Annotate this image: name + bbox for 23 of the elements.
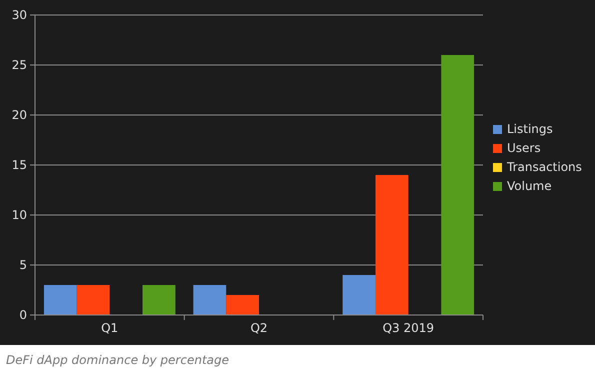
bar xyxy=(441,55,474,315)
x-tick-label: Q3 2019 xyxy=(382,321,434,335)
y-tick-label: 20 xyxy=(12,108,27,122)
y-tick-label: 30 xyxy=(12,8,27,22)
legend-label: Volume xyxy=(507,179,552,194)
y-tick-label: 15 xyxy=(12,158,27,172)
text: DeFi dApp dominance by percentage xyxy=(6,353,230,367)
legend-label: Users xyxy=(507,141,541,156)
bar xyxy=(226,295,259,315)
bar xyxy=(76,285,110,315)
bar xyxy=(342,275,376,315)
bar xyxy=(193,285,226,315)
x-tick-label: Q2 xyxy=(250,321,268,335)
x-tick-label: Q1 xyxy=(101,321,118,335)
y-tick-label: 10 xyxy=(12,208,27,222)
legend-label: Transactions xyxy=(506,160,582,174)
bar xyxy=(375,175,408,315)
legend-label: Listings xyxy=(507,122,553,136)
y-tick-label: 25 xyxy=(12,58,27,72)
y-tick-label: 5 xyxy=(19,258,27,272)
bar xyxy=(142,285,176,315)
y-tick-label: 0 xyxy=(19,308,27,322)
bar xyxy=(44,285,77,315)
